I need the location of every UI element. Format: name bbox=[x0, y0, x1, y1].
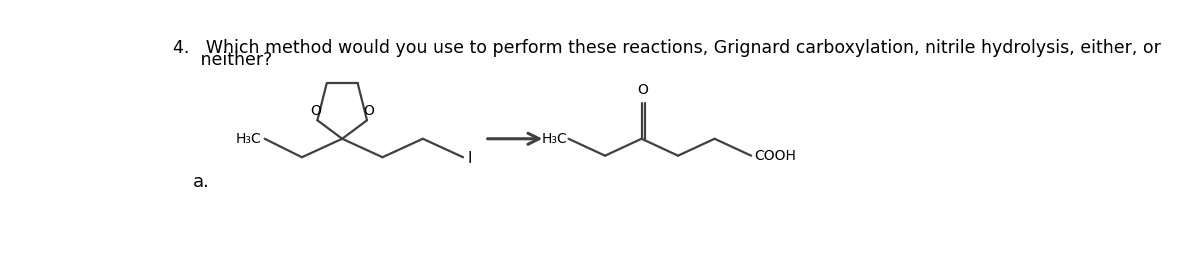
Text: a.: a. bbox=[193, 173, 210, 191]
Text: O: O bbox=[364, 104, 374, 118]
Text: O: O bbox=[311, 104, 322, 118]
Text: 4.   Which method would you use to perform these reactions, Grignard carboxylati: 4. Which method would you use to perform… bbox=[173, 39, 1162, 58]
Text: neither?: neither? bbox=[173, 51, 272, 69]
Text: H₃C: H₃C bbox=[541, 132, 566, 146]
Text: I: I bbox=[468, 151, 473, 166]
Text: COOH: COOH bbox=[755, 149, 796, 163]
Text: H₃C: H₃C bbox=[236, 132, 262, 146]
Text: O: O bbox=[637, 83, 648, 97]
